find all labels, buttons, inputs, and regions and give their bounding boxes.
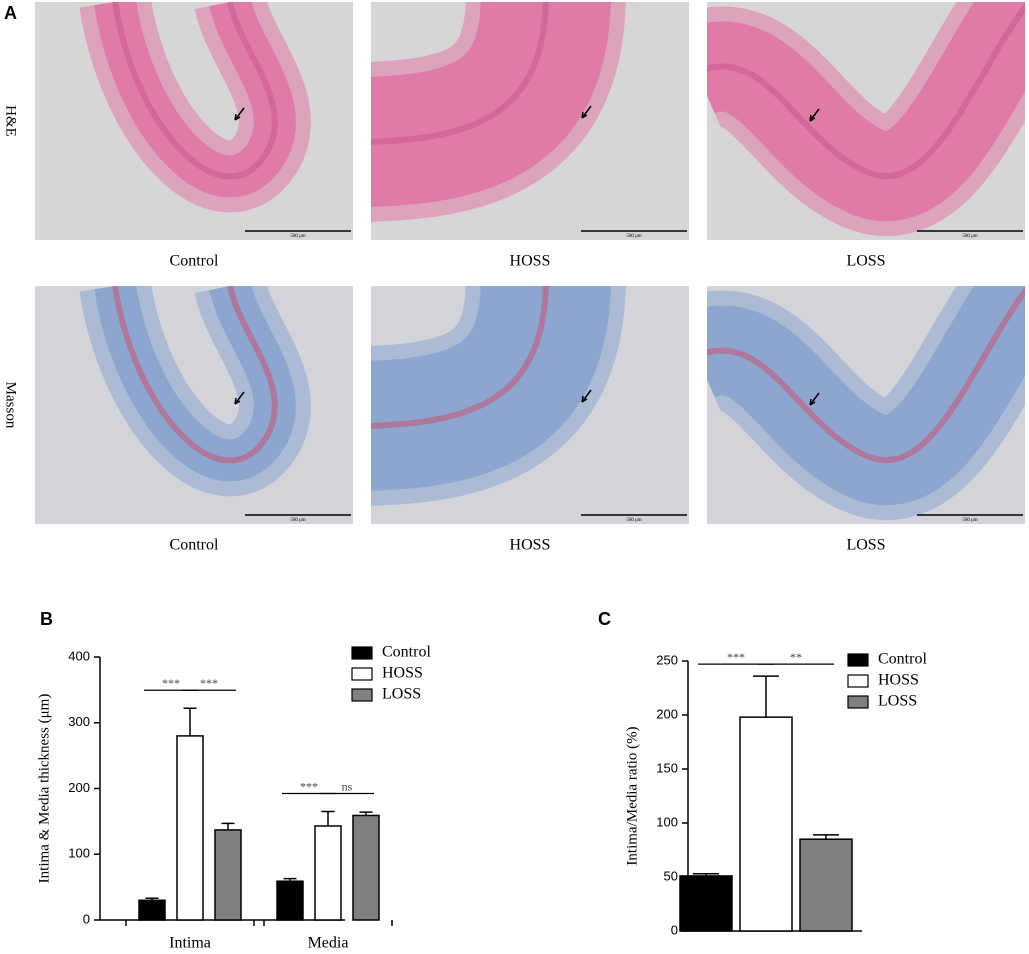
legend-label: Control [382, 644, 431, 661]
micrograph: 500 μm [35, 286, 353, 524]
scale-bar-label: 500 μm [962, 234, 977, 239]
image-caption: Control [170, 537, 219, 554]
legend-label: LOSS [382, 686, 421, 703]
image-caption: HOSS [510, 537, 551, 554]
scale-bar-label: 500 μm [290, 234, 305, 239]
significance-label: ** [790, 650, 802, 664]
bar [214, 829, 242, 921]
error-bar [183, 707, 197, 736]
y-tick-label: 400 [68, 648, 90, 663]
legend-swatch [847, 674, 869, 688]
legend-label: Control [878, 651, 927, 668]
panel-label: A [4, 3, 17, 23]
y-tick-label: 0 [83, 911, 90, 926]
bar [138, 899, 166, 921]
legend-swatch [351, 688, 373, 702]
error-bar [283, 877, 297, 882]
significance-label: *** [162, 676, 180, 690]
arrow [581, 105, 592, 119]
scale-bar-label: 500 μm [962, 518, 977, 523]
image-caption: LOSS [846, 253, 885, 270]
significance-label: *** [200, 676, 218, 690]
image-caption: Control [170, 253, 219, 270]
panel-label: C [598, 609, 611, 629]
micrograph: 500 μm [35, 2, 353, 240]
image-caption: LOSS [846, 537, 885, 554]
bar [276, 880, 304, 921]
tissue-edge [707, 2, 1025, 180]
micrograph: 500 μm [707, 286, 1025, 524]
y-tick-label: 50 [664, 868, 678, 883]
y-tick-label: 150 [656, 760, 678, 775]
error-bar [359, 811, 373, 816]
significance-label: ns [342, 779, 353, 793]
error-bar [693, 873, 719, 876]
y-axis-title: Intima/Media ratio (%) [624, 726, 640, 865]
tissue-edge [707, 286, 1025, 464]
legend-swatch [847, 653, 869, 667]
panel-label: B [40, 609, 53, 629]
significance-label: *** [300, 779, 318, 793]
bar [679, 875, 733, 932]
significance-label: *** [727, 650, 745, 664]
legend-label: HOSS [878, 672, 919, 689]
legend-swatch [351, 667, 373, 681]
arrow [581, 389, 592, 403]
legend-label: HOSS [382, 665, 423, 682]
tissue-edge [371, 286, 549, 429]
y-tick-label: 100 [68, 846, 90, 861]
micrograph: 500 μm [371, 286, 689, 524]
error-bar [813, 834, 839, 840]
y-tick-label: 250 [656, 652, 678, 667]
bar [176, 735, 204, 921]
legend-swatch [847, 695, 869, 709]
bar [739, 716, 793, 932]
micrograph: 500 μm [707, 2, 1025, 240]
row-label: H&E [3, 105, 19, 137]
scale-bar-label: 500 μm [626, 518, 641, 523]
bar [352, 814, 380, 921]
bar [799, 838, 853, 932]
arrow [234, 391, 245, 405]
arrow [234, 107, 245, 121]
y-tick-label: 200 [68, 780, 90, 795]
legend-label: LOSS [878, 693, 917, 710]
tissue-edge [112, 2, 278, 180]
error-bar [221, 822, 235, 830]
x-tick-label: Intima [169, 935, 211, 952]
y-axis-title: Intima & Media thickness (μm) [36, 694, 52, 884]
error-bar [753, 675, 779, 718]
image-caption: HOSS [510, 253, 551, 270]
scale-bar-label: 500 μm [626, 234, 641, 239]
bar [314, 825, 342, 921]
row-label: Masson [3, 382, 19, 429]
error-bar [145, 897, 159, 901]
tissue-edge [371, 2, 549, 145]
y-tick-label: 300 [68, 714, 90, 729]
legend-swatch [351, 646, 373, 660]
scale-bar-label: 500 μm [290, 518, 305, 523]
micrograph: 500 μm [371, 2, 689, 240]
arrow [809, 392, 820, 406]
tissue-edge [112, 286, 278, 464]
x-tick-label: Media [308, 935, 349, 952]
y-tick-label: 100 [656, 814, 678, 829]
y-tick-label: 200 [656, 706, 678, 721]
y-tick-label: 0 [671, 922, 678, 937]
arrow [809, 108, 820, 122]
error-bar [321, 810, 335, 826]
